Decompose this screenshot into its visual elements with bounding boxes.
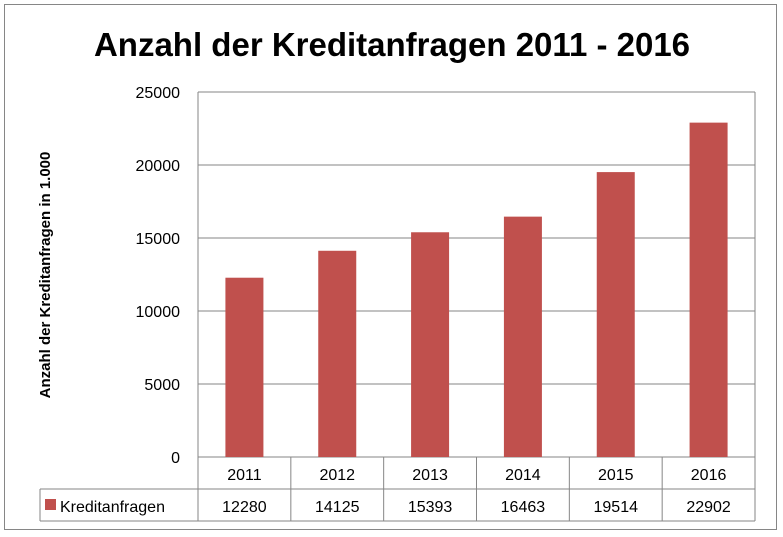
- bar-2016: [689, 122, 728, 457]
- bar-2011: [225, 277, 264, 457]
- x-tick-label: 2016: [691, 467, 727, 484]
- data-label: 15393: [408, 499, 453, 516]
- data-label: 12280: [222, 499, 267, 516]
- chart-title: Anzahl der Kreditanfragen 2011 - 2016: [94, 26, 690, 63]
- y-tick-label: 10000: [136, 304, 181, 321]
- legend-swatch: [45, 499, 56, 510]
- y-tick-label: 20000: [136, 158, 181, 175]
- y-tick-label: 15000: [136, 231, 181, 248]
- x-tick-label: 2013: [412, 467, 448, 484]
- data-label: 16463: [501, 499, 546, 516]
- bar-2013: [411, 232, 450, 457]
- data-label: 22902: [686, 499, 731, 516]
- x-tick-label: 2011: [227, 467, 262, 484]
- bar-2015: [596, 172, 635, 458]
- bar-2014: [503, 216, 542, 457]
- y-tick-label: 0: [171, 450, 180, 467]
- x-tick-label: 2015: [598, 467, 634, 484]
- legend-label: Kreditanfragen: [60, 499, 165, 516]
- data-label: 14125: [315, 499, 360, 516]
- chart-frame: [4, 4, 777, 530]
- y-tick-label: 5000: [144, 377, 180, 394]
- x-tick-label: 2012: [319, 467, 355, 484]
- y-axis-label: Anzahl der Kreditanfragen in 1.000: [37, 152, 54, 399]
- bar-2012: [318, 250, 357, 457]
- y-tick-label: 25000: [136, 85, 181, 102]
- x-tick-label: 2014: [505, 467, 541, 484]
- data-label: 19514: [594, 499, 639, 516]
